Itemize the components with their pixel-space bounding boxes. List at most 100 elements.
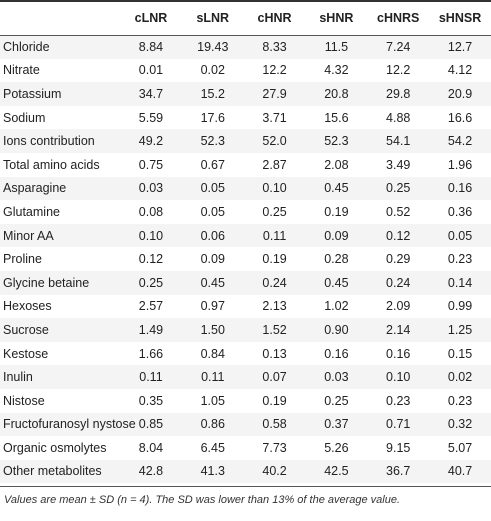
value-cell: 0.19 — [262, 393, 287, 408]
value-cell: 0.45 — [324, 275, 349, 290]
row-label-cell: Glutamine — [3, 204, 60, 219]
value-cell: 0.02 — [200, 63, 225, 78]
value-cell: 42.5 — [324, 464, 349, 479]
column-header-shnr: sHNR — [319, 11, 354, 26]
value-cell: 34.7 — [138, 86, 164, 101]
value-cell: 0.14 — [447, 275, 473, 290]
table-row: Proline 0.12 0.09 0.19 0.28 0.29 0.23 — [0, 247, 491, 271]
table-row: Ions contribution 49.2 52.3 52.0 52.3 54.1 54.… — [0, 129, 491, 153]
value-cell: 1.50 — [200, 322, 225, 337]
row-label-cell: Sucrose — [3, 322, 49, 337]
row-label-cell: Other metabolites — [3, 464, 102, 479]
value-cell: 40.7 — [447, 464, 473, 479]
value-cell: 0.67 — [200, 157, 225, 172]
value-cell: 0.09 — [324, 228, 349, 243]
value-cell: 2.13 — [262, 299, 287, 314]
value-cell: 0.35 — [138, 393, 164, 408]
table-row: Sodium 5.59 17.6 3.71 15.6 4.88 16.6 — [0, 105, 491, 130]
table-row: Inulin 0.11 0.11 0.07 0.03 0.10 0.02 — [0, 365, 491, 389]
value-cell: 0.52 — [386, 204, 411, 219]
value-cell: 0.25 — [386, 181, 411, 196]
value-cell: 5.07 — [447, 440, 473, 455]
table-row: Minor AA 0.10 0.06 0.11 0.09 0.12 0.05 — [0, 223, 491, 248]
value-cell: 4.32 — [324, 63, 349, 78]
value-cell: 41.3 — [200, 464, 225, 479]
value-cell: 0.09 — [200, 252, 225, 267]
value-cell: 0.16 — [447, 181, 473, 196]
value-cell: 52.3 — [324, 134, 349, 149]
value-cell: 1.25 — [447, 322, 473, 337]
table-row: Glycine betaine 0.25 0.45 0.24 0.45 0.24 0.14 — [0, 270, 491, 295]
value-cell: 19.43 — [197, 40, 229, 55]
value-cell: 52.0 — [262, 134, 287, 149]
table-row: Nitrate 0.01 0.02 12.2 4.32 12.2 4.12 — [0, 58, 491, 83]
table-header-row: cLNR sLNR cHNR sHNR cHNRS sHNSR — [0, 1, 491, 35]
value-cell: 0.08 — [138, 204, 164, 219]
value-cell: 0.05 — [447, 228, 473, 243]
value-cell: 42.8 — [138, 464, 164, 479]
value-cell: 0.01 — [138, 63, 164, 78]
row-label-cell: Nistose — [3, 393, 45, 408]
value-cell: 0.32 — [447, 417, 473, 432]
value-cell: 0.10 — [138, 228, 164, 243]
value-cell: 12.7 — [447, 40, 473, 55]
value-cell: 0.75 — [138, 157, 164, 172]
value-cell: 8.84 — [138, 40, 164, 55]
value-cell: 20.8 — [324, 86, 349, 101]
value-cell: 1.49 — [138, 322, 164, 337]
value-cell: 0.28 — [324, 252, 349, 267]
table-row: Kestose 1.66 0.84 0.13 0.16 0.16 0.15 — [0, 341, 491, 366]
column-header-shnsr: sHNSR — [438, 11, 482, 26]
value-cell: 0.36 — [447, 204, 473, 219]
value-cell: 0.25 — [262, 204, 287, 219]
value-cell: 15.2 — [200, 86, 225, 101]
row-label-cell: Hexoses — [3, 299, 52, 314]
value-cell: 8.04 — [138, 440, 164, 455]
value-cell: 0.37 — [324, 417, 349, 432]
column-header-clnr: cLNR — [134, 11, 168, 26]
value-cell: 0.58 — [262, 417, 287, 432]
value-cell: 20.9 — [447, 86, 473, 101]
value-cell: 0.99 — [447, 299, 473, 314]
value-cell: 54.2 — [447, 134, 473, 149]
value-cell: 0.23 — [447, 393, 473, 408]
value-cell: 7.73 — [262, 440, 287, 455]
table-row: Other metabolites 42.8 41.3 40.2 42.5 36.7 40.… — [0, 459, 491, 484]
value-cell: 2.57 — [138, 299, 164, 314]
metabolite-table: cLNR sLNR cHNR sHNR cHNRS sHNSR Chloride… — [0, 1, 491, 484]
value-cell: 0.03 — [324, 370, 349, 385]
value-cell: 0.45 — [324, 181, 349, 196]
table-row: Glutamine 0.08 0.05 0.25 0.19 0.52 0.36 — [0, 200, 491, 224]
value-cell: 4.12 — [447, 63, 473, 78]
table-row: Sucrose 1.49 1.50 1.52 0.90 2.14 1.25 — [0, 318, 491, 342]
row-label-cell: Minor AA — [3, 228, 54, 243]
table-footnote: Values are mean ± SD (n = 4). The SD was… — [4, 494, 401, 507]
value-cell: 0.24 — [386, 275, 411, 290]
row-label-cell: Nitrate — [3, 63, 40, 78]
value-cell: 0.71 — [386, 417, 411, 432]
table-row: Potassium 34.7 15.2 27.9 20.8 29.8 20.9 — [0, 82, 491, 106]
value-cell: 8.33 — [262, 40, 287, 55]
value-cell: 0.16 — [386, 346, 411, 361]
value-cell: 1.66 — [138, 346, 164, 361]
row-label-cell: Ions contribution — [3, 134, 95, 149]
row-label-cell: Organic osmolytes — [3, 440, 107, 455]
value-cell: 1.52 — [262, 322, 287, 337]
value-cell: 0.13 — [262, 346, 287, 361]
value-cell: 15.6 — [324, 110, 349, 125]
row-label-cell: Total amino acids — [3, 157, 100, 172]
row-label-cell: Glycine betaine — [3, 275, 90, 290]
value-cell: 2.09 — [386, 299, 411, 314]
value-cell: 0.12 — [138, 252, 164, 267]
value-cell: 0.15 — [447, 346, 473, 361]
value-cell: 0.86 — [200, 417, 225, 432]
value-cell: 0.25 — [138, 275, 164, 290]
value-cell: 0.11 — [201, 370, 225, 385]
value-cell: 5.59 — [138, 110, 164, 125]
value-cell: 1.02 — [324, 299, 349, 314]
row-label-cell: Sodium — [3, 110, 46, 125]
value-cell: 0.12 — [386, 228, 411, 243]
row-label-cell: Potassium — [3, 86, 62, 101]
value-cell: 0.85 — [138, 417, 164, 432]
value-cell: 0.90 — [324, 322, 349, 337]
